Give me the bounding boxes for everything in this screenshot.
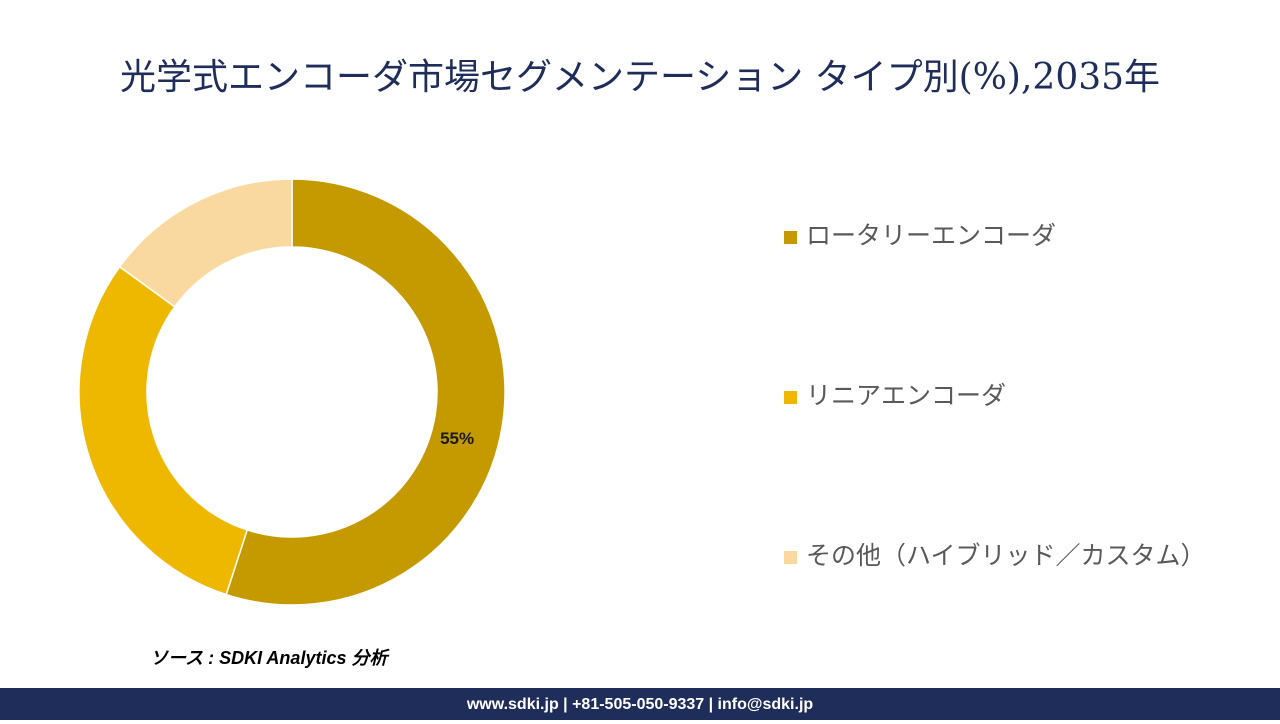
legend-label: その他（ハイブリッド／カスタム） [806, 541, 1206, 570]
donut: 55% [78, 178, 506, 606]
legend-label: リニアエンコーダ [806, 381, 1006, 410]
footer-bar [0, 688, 1280, 720]
legend-swatch [784, 231, 797, 244]
legend-label: ロータリーエンコーダ [806, 221, 1056, 250]
donut-segment [118, 178, 293, 308]
chart-title: 光学式エンコーダ市場セグメンテーション タイプ別(%),2035年 [120, 57, 1160, 98]
legend-swatch [784, 551, 797, 564]
donut-segment [225, 178, 506, 606]
legend-swatch [784, 391, 797, 404]
data-label: 55% [440, 429, 474, 448]
donut-segment [78, 265, 249, 596]
footer-text: www.sdki.jp | +81-505-050-9337 | info@sd… [466, 696, 814, 713]
source-note: ソース : SDKI Analytics 分析 [150, 648, 390, 668]
